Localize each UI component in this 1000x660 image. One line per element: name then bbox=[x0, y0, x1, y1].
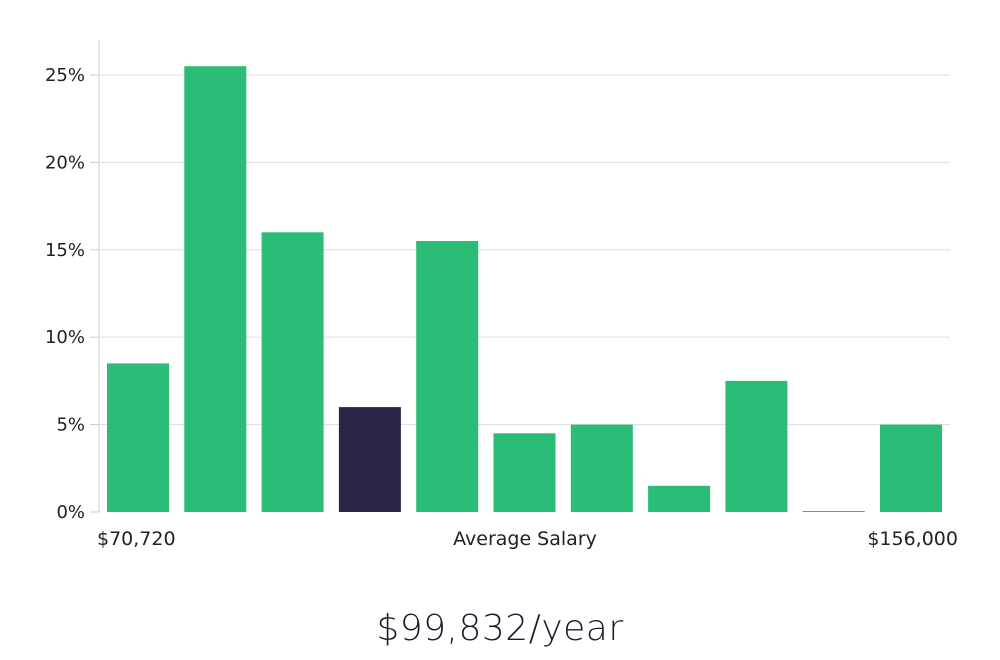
bar bbox=[570, 424, 633, 512]
bar bbox=[802, 511, 865, 512]
y-tick-label: 5% bbox=[56, 415, 85, 436]
y-tick-label: 25% bbox=[45, 65, 85, 86]
y-tick-label: 10% bbox=[45, 327, 85, 348]
bar bbox=[880, 424, 942, 512]
bar bbox=[725, 380, 788, 512]
salary-histogram: 0% 5% 10% 15% 20% 25% bbox=[45, 40, 950, 523]
average-salary-value: $99,832/year bbox=[376, 608, 624, 649]
y-tick-label: 20% bbox=[45, 152, 85, 173]
bar bbox=[261, 232, 324, 513]
bars bbox=[107, 66, 942, 513]
y-tick-label: 0% bbox=[56, 502, 85, 523]
bar bbox=[648, 485, 711, 512]
bar-highlighted bbox=[338, 407, 401, 512]
bar bbox=[416, 241, 479, 512]
x-max-label: $156,000 bbox=[867, 528, 958, 550]
bar bbox=[107, 363, 169, 512]
y-tick-labels: 0% 5% 10% 15% 20% 25% bbox=[45, 65, 99, 523]
y-tick-label: 15% bbox=[45, 240, 85, 261]
bar bbox=[184, 66, 247, 512]
x-axis-title: Average Salary bbox=[453, 528, 597, 550]
x-min-label: $70,720 bbox=[97, 528, 176, 550]
bar bbox=[493, 433, 556, 512]
